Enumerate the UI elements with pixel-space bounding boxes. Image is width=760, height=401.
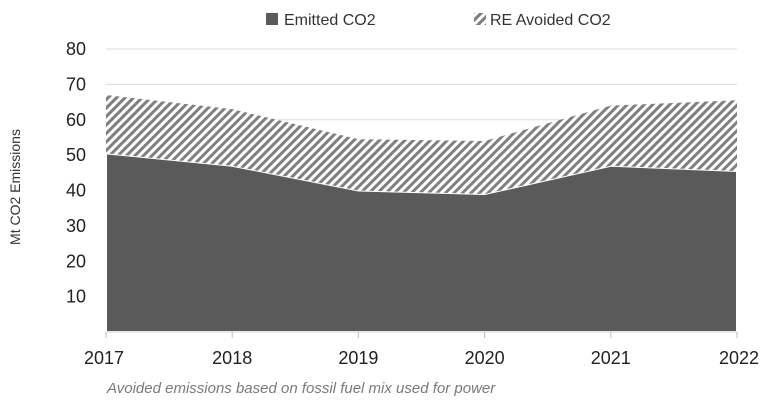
y-tick-label: 30	[66, 216, 86, 236]
legend-label-re-avoided: RE Avoided CO2	[490, 12, 611, 29]
y-tick-label: 50	[66, 145, 86, 165]
y-tick-label: 40	[66, 181, 86, 201]
y-tick-label: 60	[66, 110, 86, 130]
x-tick-label: 2021	[591, 348, 631, 368]
y-tick-label: 10	[66, 287, 86, 307]
area-series-re-avoided	[106, 94, 737, 195]
legend-swatch-emitted	[266, 13, 278, 25]
legend-swatch-re-avoided	[474, 13, 486, 25]
legend-label-emitted: Emitted CO2	[284, 12, 376, 29]
x-tick-label: 2017	[84, 348, 124, 368]
stacked-area-chart: Emitted CO2 RE Avoided CO2 10 20 30 40 50 60 7…	[7, 12, 759, 368]
x-tick-label: 2022	[719, 348, 759, 368]
y-tick-label: 80	[66, 39, 86, 59]
y-axis-ticks: 10 20 30 40 50 60 70 80	[66, 39, 86, 307]
x-axis-ticks: 2017 2018 2019 2020 2021 2022	[84, 332, 759, 368]
x-tick-label: 2020	[465, 348, 505, 368]
x-tick-label: 2018	[212, 348, 252, 368]
y-tick-label: 70	[66, 74, 86, 94]
chart-footnote: Avoided emissions based on fossil fuel m…	[107, 380, 496, 397]
y-tick-label: 20	[66, 251, 86, 271]
x-tick-label: 2019	[338, 348, 378, 368]
plot-areas	[105, 94, 738, 333]
y-axis-label: Mt CO2 Emissions	[7, 129, 23, 245]
legend: Emitted CO2 RE Avoided CO2	[266, 12, 611, 29]
